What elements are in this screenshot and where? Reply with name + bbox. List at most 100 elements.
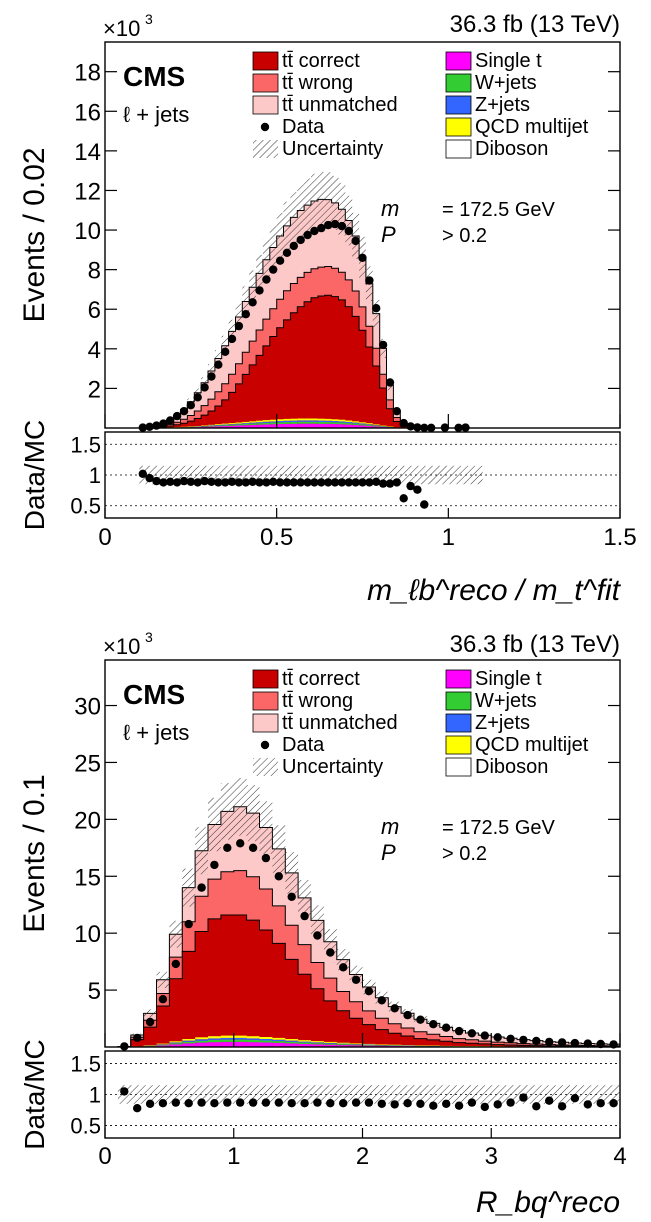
bkg-z_jets-bin [235, 423, 243, 425]
data-point [377, 996, 386, 1005]
data-point [378, 340, 388, 350]
data-point [282, 248, 292, 257]
data-point [221, 347, 230, 356]
y-multiplier: ×10 [103, 16, 140, 41]
legend-label-single_t: Single t [475, 50, 542, 72]
bkg-single_t-bin [345, 424, 353, 428]
legend-label-single_t: Single t [475, 668, 542, 690]
bkg-single_t-bin [272, 1042, 286, 1047]
ratio-point [385, 479, 395, 488]
y-tick-label: 30 [74, 694, 101, 721]
y-tick-label: 6 [88, 297, 101, 324]
bkg-single_t-bin [317, 423, 325, 428]
legend-label-z_jets: Z+jets [475, 94, 530, 116]
data-point [236, 839, 245, 848]
ratio-point [287, 1099, 296, 1108]
bkg-w_jets-bin [235, 424, 243, 426]
ratio-point [152, 476, 161, 486]
y-multiplier-exp: 3 [145, 11, 153, 27]
data-point [159, 419, 168, 428]
ratio-point [378, 479, 388, 488]
bkg-w_jets-bin [345, 423, 353, 425]
ratio-point [262, 478, 271, 487]
ratio-tick-label: 0.5 [70, 494, 101, 519]
ratio-tick-label: 0.5 [70, 1114, 101, 1139]
legend-label-tt_wrong: tt̄ wrong [282, 72, 353, 94]
y-tick-label: 18 [74, 60, 101, 87]
legend-label-tt_unmatched: tt̄ unmatched [282, 94, 398, 116]
bkg-single_t-bin [214, 426, 222, 428]
bkg-qcd-bin [331, 419, 339, 421]
data-point [184, 919, 193, 929]
data-point [186, 401, 195, 410]
bkg-single_t-bin [262, 424, 270, 428]
legend-swatch-single_t [445, 669, 472, 689]
legend-label-uncertainty: Uncertainty [282, 756, 383, 778]
ratio-point [282, 478, 292, 487]
data-point [392, 407, 401, 416]
data-point [365, 276, 374, 285]
cms-label: CMS [123, 61, 185, 92]
legend-label-tt_correct: tt̄ correct [282, 50, 360, 72]
data-point [570, 1038, 580, 1048]
ratio-point [274, 1098, 283, 1107]
data-point [545, 1037, 554, 1047]
data-point [557, 1038, 567, 1047]
mgen-value: = 172.5 GeV [442, 817, 556, 839]
legend-swatch-tt_correct [252, 51, 279, 71]
data-point [234, 321, 244, 331]
ratio-point [269, 477, 278, 486]
bkg-w_jets-bin [352, 423, 360, 425]
bkg-w_jets-bin [276, 422, 284, 424]
legend-swatch-tt_unmatched [252, 713, 279, 733]
bkg-qcd-bin [201, 425, 208, 426]
bkg-w_jets-bin [233, 1039, 247, 1042]
ratio-point [519, 1093, 528, 1102]
y-axis-title: Events / 0.1 [18, 774, 51, 932]
y-tick-label: 12 [74, 178, 101, 205]
ratio-point [158, 1099, 168, 1108]
bkg-z_jets-bin [338, 421, 346, 423]
bkg-single_t-bin [331, 424, 339, 428]
mgen-value: = 172.5 GeV [442, 199, 556, 221]
ratio-tick-label: 1.5 [70, 432, 101, 457]
bkg-single_t-bin [297, 423, 305, 428]
bkg-z_jets-bin [276, 421, 284, 423]
data-point [248, 298, 257, 307]
bkg-qcd-bin [317, 418, 325, 421]
legend-swatch-w_jets [445, 691, 472, 711]
bkg-w_jets-bin [182, 1041, 196, 1044]
bkg-z_jets-bin [352, 422, 360, 424]
legend-data-marker [260, 122, 270, 132]
ratio-point [392, 478, 401, 487]
bkg-qcd-bin [323, 1041, 337, 1043]
x-tick-label: 4 [613, 1143, 626, 1170]
bkg-single_t-bin [285, 1043, 299, 1047]
ratio-point [406, 481, 415, 491]
bkg-qcd-bin [285, 1039, 299, 1041]
cms-label: CMS [123, 679, 185, 710]
lumi-label: 36.3 fb (13 TeV) [450, 11, 620, 38]
bkg-single_t-bin [269, 424, 277, 428]
ratio-point [372, 477, 381, 486]
legend-label-qcd: QCD multijet [475, 734, 589, 756]
ratio-point [344, 478, 353, 487]
bkg-z_jets-bin [323, 1042, 337, 1044]
ratio-point [326, 1099, 335, 1108]
data-point [241, 310, 250, 319]
bkg-z_jets-bin [182, 1040, 196, 1042]
legend-label-data: Data [282, 734, 325, 756]
legend-label-tt_correct: tt̄ correct [282, 668, 360, 690]
data-point [385, 378, 395, 387]
data-point [274, 872, 283, 881]
bkg-z_jets-bin [242, 423, 250, 424]
ratio-point [310, 478, 319, 487]
channel-label: ℓ + jets [123, 102, 189, 127]
bkg-single_t-bin [256, 424, 263, 428]
bkg-z_jets-bin [359, 423, 366, 425]
data-point [269, 265, 278, 274]
bkg-w_jets-bin [242, 424, 250, 426]
bkg-w_jets-bin [359, 424, 366, 426]
main-plot [138, 171, 483, 432]
